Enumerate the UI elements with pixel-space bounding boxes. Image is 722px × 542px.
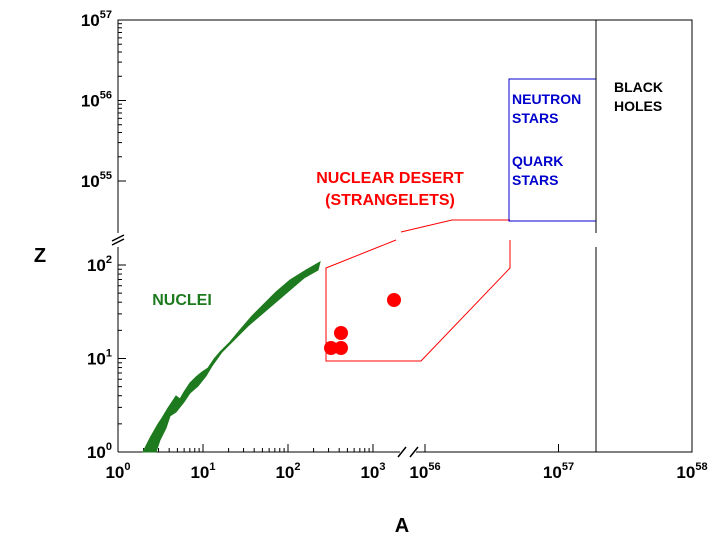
x-tick-label: 1057 xyxy=(543,461,574,482)
x-tick-label: 100 xyxy=(105,461,130,482)
y-tick-label: 102 xyxy=(87,254,112,275)
nuclear-desert-outline-lower xyxy=(325,239,511,362)
x-axis-ticks: 100 101 102 103 1056 1057 1058 xyxy=(105,444,708,482)
x-tick-label: 101 xyxy=(190,461,215,482)
nuclear-desert-outline-upper xyxy=(400,219,510,233)
x-axis-break-mark xyxy=(397,446,419,458)
black-holes-label: BLACK HOLES xyxy=(614,79,663,114)
plot-border xyxy=(117,19,693,453)
y-tick-label: 1056 xyxy=(81,90,112,111)
x-axis-title: A xyxy=(395,515,409,537)
y-axis-title: Z xyxy=(34,245,46,267)
strangelet-point xyxy=(334,326,348,340)
strangelet-points xyxy=(324,293,401,355)
x-tick-label: 1058 xyxy=(676,461,707,482)
neutron-stars-label: NEUTRON STARS xyxy=(512,91,581,126)
region-labels: NUCLEI NUCLEAR DESERT (STRANGELETS) NEUTRON… xyxy=(152,79,663,309)
y-axis-break-mark xyxy=(111,234,125,246)
strangelet-point xyxy=(387,293,401,307)
y-tick-label: 100 xyxy=(87,441,112,462)
region-outlines xyxy=(325,20,597,452)
y-axis-ticks: 100 101 102 1055 1056 1057 xyxy=(81,9,126,462)
nuclei-band-shape xyxy=(142,260,321,453)
x-tick-label: 103 xyxy=(360,461,385,482)
quark-stars-label: QUARK STARS xyxy=(512,153,563,188)
y-tick-label: 1057 xyxy=(81,9,112,30)
y-tick-label: 1055 xyxy=(81,170,112,191)
x-tick-label: 102 xyxy=(275,461,300,482)
strangelet-point xyxy=(334,341,348,355)
plot-frame xyxy=(111,19,693,458)
nuclei-label: NUCLEI xyxy=(152,292,212,309)
y-tick-label: 101 xyxy=(87,348,112,369)
nuclear-desert-label: NUCLEAR DESERT (STRANGELETS) xyxy=(316,170,464,209)
nuclei-band xyxy=(142,260,321,453)
x-tick-label: 1056 xyxy=(409,461,440,482)
strangelet-point xyxy=(324,341,338,355)
